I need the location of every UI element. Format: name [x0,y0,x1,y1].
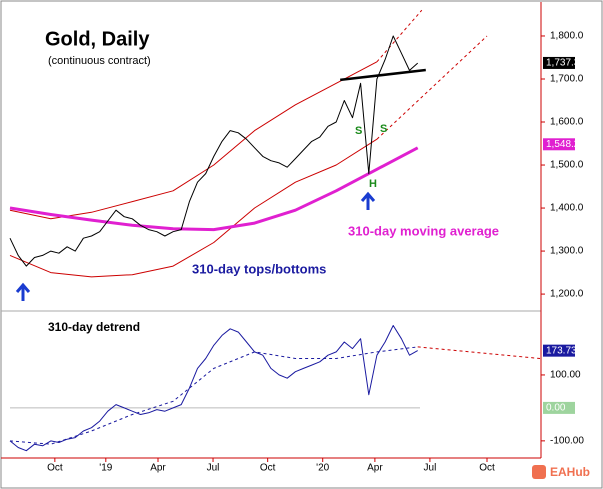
value-box [543,344,575,357]
x-tick-label: Jul [207,463,220,474]
series-line [340,68,426,82]
value-label: 1,737.3 [546,58,580,69]
chart-subtitle: (continuous contract) [48,55,151,67]
y-tick-label: 1,500.0 [550,160,584,171]
arrow-icon [360,191,376,210]
arrow-icon [15,282,31,301]
x-tick-label: Jul [424,463,437,474]
series-line [9,61,378,220]
series-line [9,325,418,452]
y-tick-label: 1,300.0 [550,246,584,257]
x-tick-label: '19 [99,463,112,474]
x-tick-label: Apr [150,463,166,474]
series-line [9,146,419,232]
series-line [376,35,488,140]
series-line [417,346,541,359]
panel-title: 310-day detrend [48,320,140,334]
watermark-logo [532,465,546,479]
annotation: S [355,125,362,137]
series-line [9,346,418,445]
x-tick-label: Apr [367,463,383,474]
y-tick-label: 1,600.0 [550,117,584,128]
x-tick-label: '20 [316,463,329,474]
x-tick-label: Oct [479,463,495,474]
x-tick-label: Oct [260,463,276,474]
y-tick-label: 100.00 [550,370,581,381]
series-line [9,35,419,267]
series-line [9,138,378,278]
value-box [543,138,575,151]
y-tick-label: -100.00 [550,436,584,447]
annotation: 310-day tops/bottoms [192,261,326,276]
value-label: 0.00 [546,403,566,414]
annotation: S [380,123,387,135]
y-tick-label: 1,200.0 [550,289,584,300]
value-label: 173.73 [546,345,577,356]
chart-title: Gold, Daily [45,28,150,50]
annotation: 310-day moving average [348,223,499,238]
annotation: H [369,178,377,190]
value-box [543,56,575,69]
y-tick-label: 1,700.0 [550,74,584,85]
y-tick-label: 1,800.0 [550,31,584,42]
x-tick-label: Oct [47,463,63,474]
watermark: EAHub [550,465,590,479]
y-tick-label: 1,400.0 [550,203,584,214]
value-box [543,401,575,414]
value-label: 1,548.2 [546,139,580,150]
